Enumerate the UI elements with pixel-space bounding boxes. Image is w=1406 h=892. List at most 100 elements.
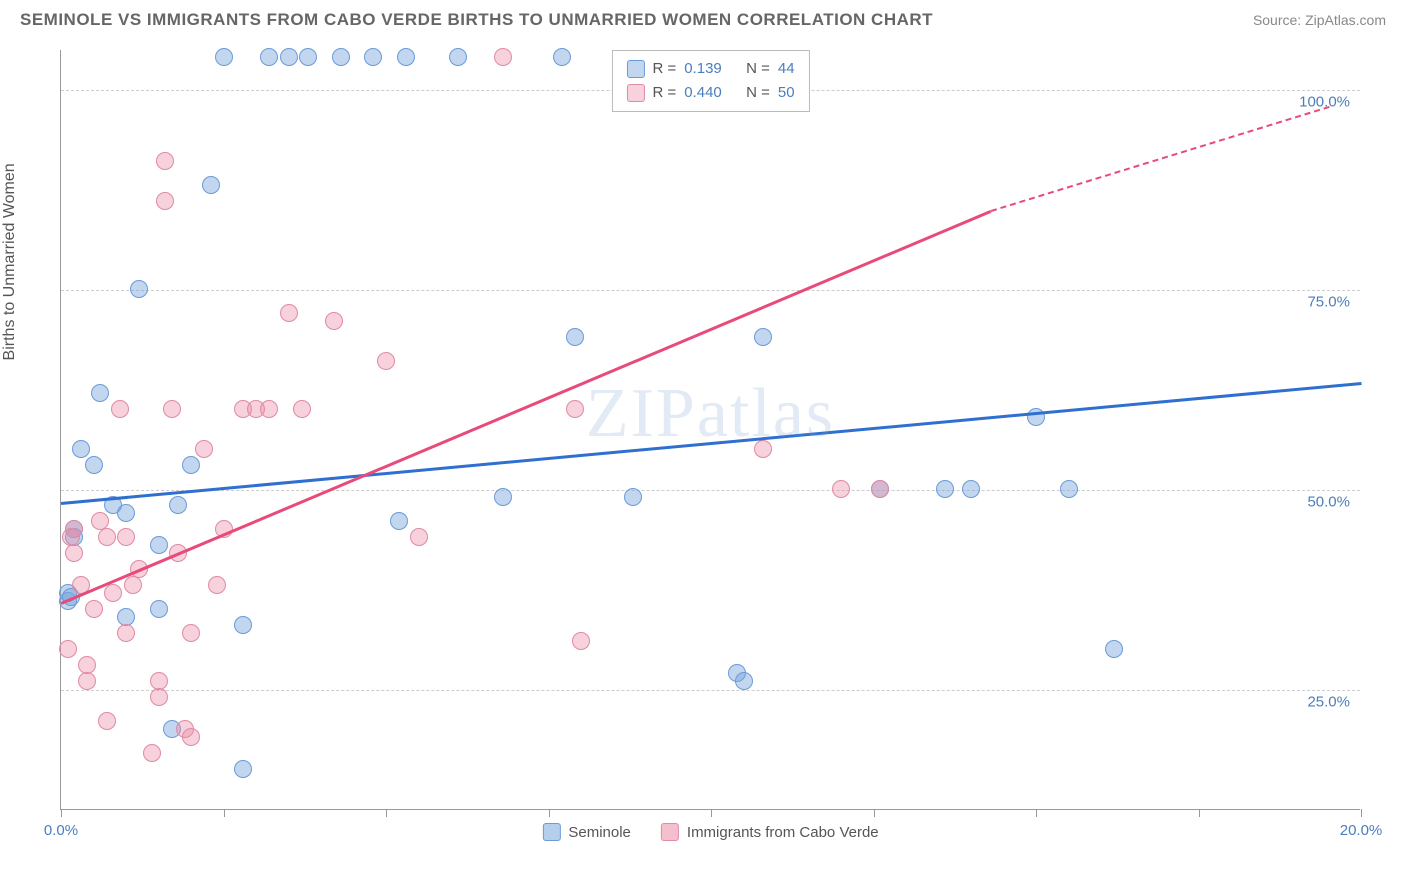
- trend-line: [61, 210, 991, 604]
- legend-swatch: [661, 823, 679, 841]
- data-point: [98, 528, 116, 546]
- data-point: [150, 688, 168, 706]
- legend-row: R = 0.139 N = 44: [626, 57, 794, 81]
- data-point: [124, 576, 142, 594]
- data-point: [553, 48, 571, 66]
- y-axis-label: Births to Unmarried Women: [1, 163, 19, 360]
- series-legend: Seminole Immigrants from Cabo Verde: [542, 823, 878, 841]
- x-tick: [61, 809, 62, 817]
- x-tick: [711, 809, 712, 817]
- x-tick: [224, 809, 225, 817]
- data-point: [182, 624, 200, 642]
- data-point: [1105, 640, 1123, 658]
- data-point: [260, 400, 278, 418]
- trend-line: [990, 106, 1329, 212]
- data-point: [72, 440, 90, 458]
- legend-r-value: 0.440: [684, 81, 722, 105]
- legend-r-label: R =: [652, 57, 676, 81]
- x-tick: [386, 809, 387, 817]
- x-tick: [1361, 809, 1362, 817]
- data-point: [202, 176, 220, 194]
- legend-item: Immigrants from Cabo Verde: [661, 823, 879, 841]
- gridline: [61, 490, 1360, 491]
- x-tick-label: 20.0%: [1340, 822, 1383, 839]
- data-point: [936, 480, 954, 498]
- data-point: [85, 600, 103, 618]
- legend-swatch: [542, 823, 560, 841]
- data-point: [182, 456, 200, 474]
- data-point: [962, 480, 980, 498]
- x-tick: [874, 809, 875, 817]
- legend-item: Seminole: [542, 823, 631, 841]
- x-tick: [1036, 809, 1037, 817]
- data-point: [98, 712, 116, 730]
- data-point: [117, 504, 135, 522]
- plot-area: ZIPatlas R = 0.139 N = 44R = 0.440 N = 5…: [60, 50, 1360, 810]
- x-tick-label: 0.0%: [44, 822, 78, 839]
- legend-swatch: [626, 60, 644, 78]
- legend-r-label: R =: [652, 81, 676, 105]
- data-point: [449, 48, 467, 66]
- x-tick: [1199, 809, 1200, 817]
- data-point: [182, 728, 200, 746]
- data-point: [215, 48, 233, 66]
- data-point: [364, 48, 382, 66]
- data-point: [566, 328, 584, 346]
- data-point: [280, 304, 298, 322]
- data-point: [143, 744, 161, 762]
- data-point: [299, 48, 317, 66]
- data-point: [494, 488, 512, 506]
- y-tick-label: 25.0%: [1307, 694, 1350, 711]
- gridline: [61, 690, 1360, 691]
- data-point: [150, 536, 168, 554]
- correlation-legend: R = 0.139 N = 44R = 0.440 N = 50: [611, 50, 809, 112]
- legend-n-label: N =: [746, 81, 770, 105]
- data-point: [117, 528, 135, 546]
- data-point: [91, 384, 109, 402]
- data-point: [754, 440, 772, 458]
- data-point: [65, 520, 83, 538]
- data-point: [572, 632, 590, 650]
- data-point: [871, 480, 889, 498]
- data-point: [280, 48, 298, 66]
- data-point: [169, 496, 187, 514]
- data-point: [208, 576, 226, 594]
- data-point: [163, 400, 181, 418]
- data-point: [754, 328, 772, 346]
- legend-r-value: 0.139: [684, 57, 722, 81]
- data-point: [104, 584, 122, 602]
- legend-row: R = 0.440 N = 50: [626, 81, 794, 105]
- data-point: [117, 624, 135, 642]
- data-point: [293, 400, 311, 418]
- legend-label: Seminole: [568, 824, 631, 841]
- data-point: [150, 600, 168, 618]
- data-point: [624, 488, 642, 506]
- data-point: [156, 152, 174, 170]
- data-point: [78, 672, 96, 690]
- legend-label: Immigrants from Cabo Verde: [687, 824, 879, 841]
- data-point: [150, 672, 168, 690]
- data-point: [65, 544, 83, 562]
- data-point: [332, 48, 350, 66]
- data-point: [390, 512, 408, 530]
- data-point: [59, 640, 77, 658]
- data-point: [377, 352, 395, 370]
- chart-source: Source: ZipAtlas.com: [1253, 12, 1386, 28]
- data-point: [494, 48, 512, 66]
- data-point: [735, 672, 753, 690]
- data-point: [397, 48, 415, 66]
- legend-n-label: N =: [746, 57, 770, 81]
- data-point: [130, 280, 148, 298]
- data-point: [85, 456, 103, 474]
- data-point: [410, 528, 428, 546]
- data-point: [156, 192, 174, 210]
- y-tick-label: 75.0%: [1307, 294, 1350, 311]
- data-point: [1060, 480, 1078, 498]
- chart-header: SEMINOLE VS IMMIGRANTS FROM CABO VERDE B…: [0, 0, 1406, 35]
- data-point: [566, 400, 584, 418]
- chart-container: Births to Unmarried Women ZIPatlas R = 0…: [20, 35, 1386, 865]
- data-point: [325, 312, 343, 330]
- data-point: [260, 48, 278, 66]
- y-tick-label: 50.0%: [1307, 494, 1350, 511]
- legend-n-value: 50: [778, 81, 795, 105]
